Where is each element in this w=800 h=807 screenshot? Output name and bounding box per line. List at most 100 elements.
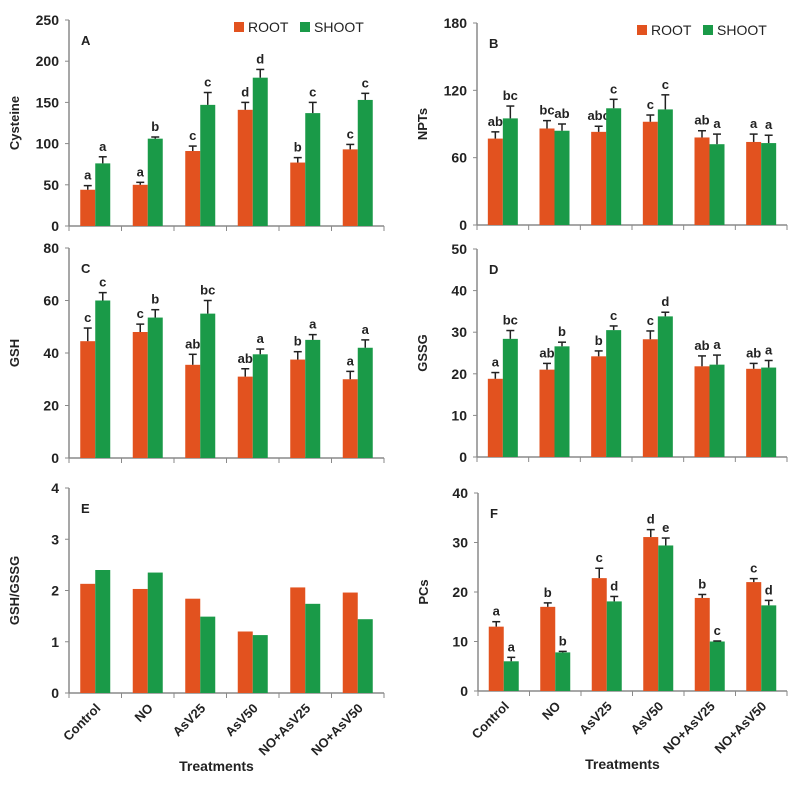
y-axis-label: Cysteine — [7, 96, 22, 150]
significance-letter: c — [204, 75, 211, 90]
category-label: NO — [131, 701, 155, 725]
bar-root — [488, 626, 504, 691]
significance-letter: a — [765, 117, 773, 132]
significance-letter: a — [713, 116, 721, 131]
significance-letter: b — [558, 324, 566, 339]
bar-root — [487, 378, 503, 457]
panel-letter: F — [490, 506, 498, 521]
y-tick-label: 0 — [51, 218, 59, 234]
significance-letter: ab — [488, 114, 503, 129]
significance-letter: c — [309, 84, 316, 99]
bar-root — [539, 369, 555, 457]
bar-root — [80, 583, 96, 693]
category-label: AsV25 — [576, 699, 615, 738]
bar-shoot — [761, 143, 777, 225]
y-tick-label: 3 — [51, 531, 59, 547]
significance-letter: a — [765, 342, 773, 357]
bar-shoot — [95, 163, 111, 226]
significance-letter: ab — [238, 351, 253, 366]
category-label: NO — [539, 699, 563, 723]
bar-shoot — [305, 113, 321, 226]
y-tick-label: 100 — [36, 136, 60, 152]
y-tick-label: 0 — [51, 450, 59, 466]
y-tick-label: 2 — [51, 583, 59, 599]
bar-shoot — [147, 317, 163, 458]
bar-root — [342, 592, 358, 693]
bar-root — [746, 582, 762, 691]
significance-letter: a — [99, 139, 107, 154]
bar-shoot — [502, 338, 518, 457]
category-label: AsV25 — [170, 701, 209, 740]
bar-shoot — [657, 316, 673, 457]
bar-shoot — [554, 346, 570, 457]
y-tick-label: 20 — [451, 366, 467, 382]
bar-root — [539, 128, 555, 225]
bar-root — [540, 606, 556, 691]
bar-shoot — [709, 144, 725, 225]
significance-letter: b — [294, 140, 302, 155]
bar-root — [591, 131, 607, 225]
significance-letter: bc — [503, 313, 518, 328]
significance-letter: b — [559, 633, 567, 648]
significance-letter: d — [661, 294, 669, 309]
bar-shoot — [305, 339, 321, 458]
significance-letter: c — [596, 550, 603, 565]
bar-shoot — [606, 330, 622, 457]
category-label: NO+AsV50 — [711, 699, 769, 757]
panel-letter: A — [81, 33, 91, 48]
legend-swatch-shoot — [300, 22, 310, 32]
y-axis-label: GSH — [7, 339, 22, 367]
bar-root — [185, 151, 201, 226]
legend-label: SHOOT — [314, 19, 364, 35]
bar-shoot — [147, 138, 163, 226]
bar-root — [694, 366, 710, 457]
significance-letter: a — [493, 604, 501, 619]
significance-letter: ab — [185, 336, 200, 351]
bar-root — [342, 149, 358, 226]
bar-root — [132, 588, 148, 693]
significance-letter: a — [137, 164, 145, 179]
significance-letter: d — [241, 84, 249, 99]
y-tick-label: 30 — [452, 535, 468, 551]
y-tick-label: 180 — [444, 15, 468, 31]
y-tick-label: 0 — [460, 683, 468, 699]
x-axis-label: Treatments — [585, 756, 660, 772]
y-tick-label: 60 — [43, 293, 59, 309]
bar-root — [237, 376, 253, 458]
significance-letter: bc — [503, 88, 518, 103]
significance-letter: d — [610, 578, 618, 593]
significance-letter: a — [84, 168, 92, 183]
bar-shoot — [709, 641, 725, 691]
significance-letter: c — [647, 313, 654, 328]
y-tick-label: 0 — [459, 217, 467, 233]
legend-label: SHOOT — [717, 22, 767, 38]
panel-letter: E — [81, 501, 90, 516]
y-tick-label: 20 — [43, 398, 59, 414]
significance-letter: a — [347, 353, 355, 368]
bar-shoot — [357, 347, 373, 458]
panel-letter: B — [489, 36, 498, 51]
significance-letter: b — [698, 576, 706, 591]
significance-letter: a — [257, 331, 265, 346]
category-label: Control — [60, 701, 103, 744]
panel-letter: C — [81, 261, 91, 276]
y-tick-label: 10 — [451, 407, 467, 423]
category-label: NO+AsV25 — [255, 701, 313, 759]
significance-letter: c — [362, 75, 369, 90]
significance-letter: d — [647, 512, 655, 527]
bar-root — [694, 137, 710, 225]
significance-letter: b — [151, 292, 159, 307]
bar-root — [642, 339, 658, 457]
bar-shoot — [554, 130, 570, 225]
bar-shoot — [555, 652, 571, 691]
significance-letter: a — [492, 355, 500, 370]
bar-root — [290, 587, 306, 693]
y-tick-label: 120 — [444, 82, 468, 98]
significance-letter: ab — [694, 113, 709, 128]
significance-letter: bc — [200, 283, 215, 298]
significance-letter: c — [189, 128, 196, 143]
significance-letter: c — [610, 308, 617, 323]
bar-shoot — [761, 605, 777, 691]
bar-shoot — [657, 109, 673, 225]
